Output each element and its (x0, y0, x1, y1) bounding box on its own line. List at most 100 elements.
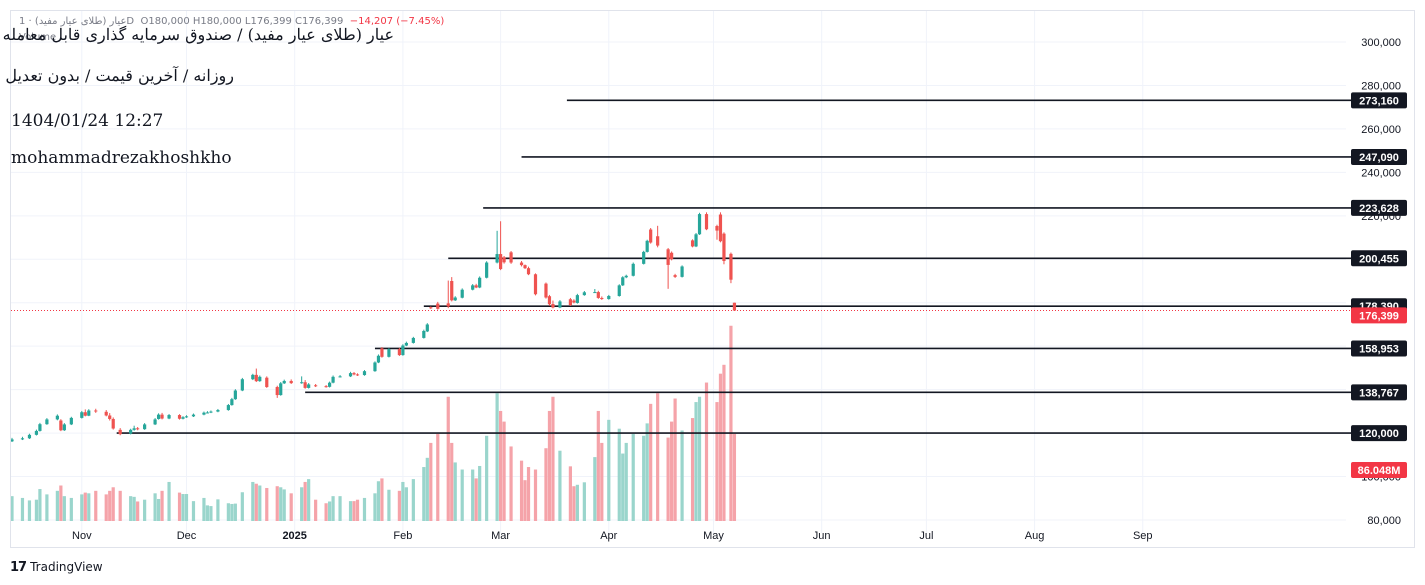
candle-body[interactable] (136, 428, 140, 430)
candle-body[interactable] (450, 281, 454, 301)
candle-body[interactable] (642, 251, 646, 264)
candle-body[interactable] (690, 240, 695, 247)
candle-body[interactable] (108, 415, 112, 419)
candle-body[interactable] (582, 292, 586, 296)
candle-body[interactable] (34, 430, 39, 435)
candle-body[interactable] (670, 252, 674, 260)
candle-body[interactable] (397, 349, 401, 356)
candle-body[interactable] (62, 424, 66, 431)
candle-body[interactable] (279, 383, 283, 396)
candle-body[interactable] (471, 285, 475, 290)
candle-body[interactable] (265, 377, 269, 388)
candle-body[interactable] (429, 307, 433, 309)
candle-body[interactable] (509, 252, 513, 263)
candle-body[interactable] (202, 412, 206, 415)
candle-body[interactable] (499, 254, 503, 270)
candle-body[interactable] (666, 249, 670, 265)
candle-body[interactable] (314, 385, 318, 387)
candle-body[interactable] (544, 283, 548, 298)
candle-body[interactable] (303, 382, 307, 388)
candle-body[interactable] (111, 418, 115, 429)
candle-body[interactable] (502, 257, 506, 263)
candle-body[interactable] (436, 303, 440, 309)
candle-body[interactable] (153, 419, 157, 425)
candle-body[interactable] (233, 390, 237, 400)
candle-body[interactable] (422, 330, 426, 338)
candle-body[interactable] (181, 417, 185, 419)
candle-body[interactable] (254, 374, 258, 382)
candle-body[interactable] (143, 424, 147, 430)
candle-body[interactable] (593, 292, 597, 294)
candle-body[interactable] (205, 412, 210, 414)
candle-body[interactable] (649, 229, 653, 243)
candle-body[interactable] (404, 342, 408, 346)
candle-body[interactable] (362, 371, 367, 376)
candle-body[interactable] (732, 302, 737, 311)
candle-body[interactable] (289, 380, 293, 384)
candle-body[interactable] (338, 376, 342, 378)
candle-body[interactable] (94, 410, 98, 412)
candle-body[interactable] (453, 297, 457, 301)
candle-body[interactable] (519, 262, 524, 266)
candle-body[interactable] (533, 274, 538, 295)
candle-body[interactable] (624, 275, 628, 278)
candle-body[interactable] (167, 415, 171, 419)
candle-body[interactable] (80, 412, 84, 418)
candle-body[interactable] (485, 262, 489, 278)
candle-body[interactable] (401, 345, 405, 356)
candle-body[interactable] (177, 415, 182, 419)
candle-body[interactable] (704, 214, 709, 230)
candle-body[interactable] (551, 304, 555, 308)
candle-body[interactable] (83, 412, 87, 416)
candle-body[interactable] (87, 410, 91, 416)
candle-body[interactable] (526, 268, 531, 275)
candle-body[interactable] (348, 373, 353, 377)
candle-body[interactable] (184, 416, 189, 418)
candle-body[interactable] (352, 373, 356, 375)
candle-body[interactable] (645, 240, 649, 252)
candle-body[interactable] (568, 299, 572, 306)
candle-body[interactable] (324, 386, 328, 388)
candle-body[interactable] (425, 324, 429, 332)
candle-body[interactable] (697, 214, 702, 235)
candle-body[interactable] (191, 414, 196, 417)
candle-body[interactable] (621, 277, 625, 286)
candlestick-chart[interactable]: 80,000100,000120,000140,000160,000180,00… (11, 11, 1414, 547)
candle-body[interactable] (729, 253, 733, 280)
candle-body[interactable] (327, 382, 332, 387)
candle-body[interactable] (631, 263, 635, 276)
candle-body[interactable] (11, 439, 14, 442)
candle-body[interactable] (558, 301, 562, 308)
candle-body[interactable] (411, 337, 415, 343)
candle-body[interactable] (474, 285, 478, 288)
candle-body[interactable] (20, 438, 25, 440)
candle-body[interactable] (596, 292, 600, 298)
candle-body[interactable] (282, 380, 286, 384)
candle-body[interactable] (718, 214, 723, 242)
candle-body[interactable] (694, 234, 698, 247)
candle-body[interactable] (460, 289, 464, 298)
candle-body[interactable] (722, 233, 726, 262)
candle-body[interactable] (387, 349, 391, 357)
candle-body[interactable] (275, 387, 279, 396)
candle-body[interactable] (230, 399, 234, 406)
candle-body[interactable] (673, 275, 677, 277)
candle-body[interactable] (617, 285, 621, 296)
candle-body[interactable] (258, 376, 262, 382)
candle-body[interactable] (376, 355, 381, 363)
candle-body[interactable] (547, 296, 552, 305)
candle-body[interactable] (216, 410, 220, 412)
candle-body[interactable] (355, 374, 360, 376)
candle-body[interactable] (132, 428, 136, 430)
candle-body[interactable] (129, 429, 133, 434)
candle-body[interactable] (27, 434, 32, 439)
candle-body[interactable] (55, 415, 59, 420)
candle-body[interactable] (715, 226, 719, 231)
candle-body[interactable] (680, 266, 684, 277)
candle-body[interactable] (656, 236, 660, 246)
candle-body[interactable] (446, 303, 450, 307)
candle-body[interactable] (69, 417, 73, 425)
candle-body[interactable] (160, 414, 164, 419)
candle-body[interactable] (380, 348, 384, 357)
candle-body[interactable] (226, 405, 230, 411)
